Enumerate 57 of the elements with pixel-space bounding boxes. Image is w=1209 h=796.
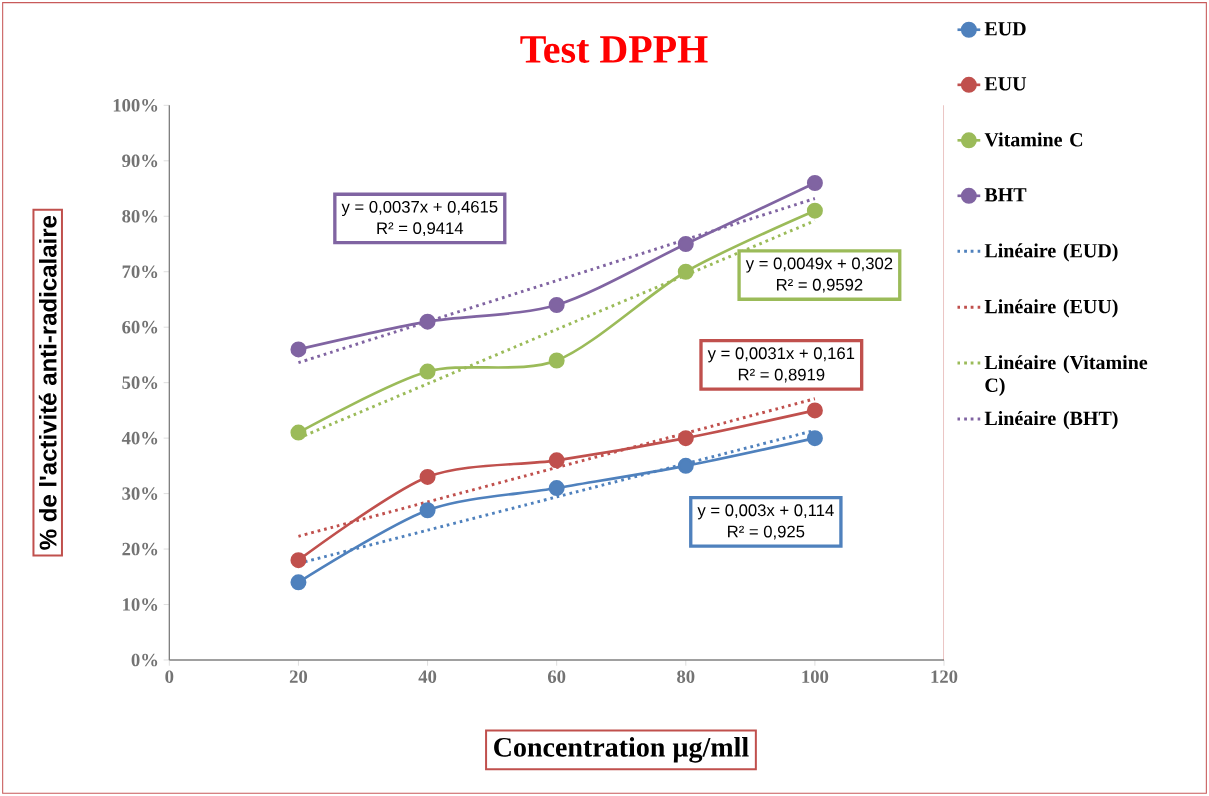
annotation: R² = 0,8919 [738,368,825,383]
annotation: R² = 0,9414 [377,222,464,237]
x-tick-label: 20 [289,670,308,683]
point [806,402,823,419]
y-tick-label: 60% [122,320,158,334]
point [419,468,436,485]
y-tick-label: 70% [122,265,158,279]
legend-label: Linéaire (EUD) [984,243,1118,262]
x-axis-title: Concentration µg/mll [494,737,749,763]
y-tick-label: 50% [122,376,158,389]
x-tick-label: 0 [165,670,174,683]
point [290,341,307,358]
y-tick-label: 10% [123,598,158,611]
legend-label: BHT [984,188,1027,202]
point [290,552,307,569]
x-tick-label: 80 [677,670,695,683]
x-tick-label: 120 [931,670,958,683]
annotation: y = 0,003x + 0,114 [697,504,834,520]
y-tick-label: 80% [122,209,158,223]
annotation: y = 0,0049x + 0,302 [745,257,893,273]
point [806,202,823,219]
point [548,352,565,369]
legend-label: Linéaire (Vitamine C) [984,355,1148,396]
chart-title: Test DPPH [520,36,708,63]
annotation: y = 0,0031x + 0,161 [707,347,855,363]
x-tick-label: 100 [802,670,829,683]
legend-label: EUD [984,22,1026,36]
y-tick-label: 0% [131,653,158,667]
y-tick-label: 100% [113,98,158,112]
y-axis-title: % de l'activité anti-radicalaire [38,215,57,550]
point [806,174,823,191]
point [548,480,565,497]
legend-label: Vitamine C [984,132,1083,147]
x-tick-label: 60 [547,670,566,683]
point [677,457,694,474]
y-tick-label: 20% [122,542,158,556]
point [677,235,694,252]
point [677,263,694,280]
annotation: R² = 0,9592 [777,278,863,293]
legend-label: Linéaire (EUU) [984,299,1118,318]
point [419,502,436,519]
y-tick-label: 40% [121,431,158,445]
legend-label: EUU [984,77,1027,91]
point [548,452,565,469]
point [548,297,565,314]
legend-label: Linéaire (BHT) [984,411,1118,430]
point [290,424,307,441]
x-tick-label: 40 [418,670,437,683]
point [419,313,436,330]
y-tick-label: 30% [122,487,158,500]
point [290,574,307,591]
point [806,430,823,447]
point [419,363,436,380]
point [677,430,694,447]
y-tick-label: 90% [122,154,158,168]
annotation: R² = 0,925 [728,525,805,540]
annotation: y = 0,0037x + 0,4615 [341,200,498,217]
